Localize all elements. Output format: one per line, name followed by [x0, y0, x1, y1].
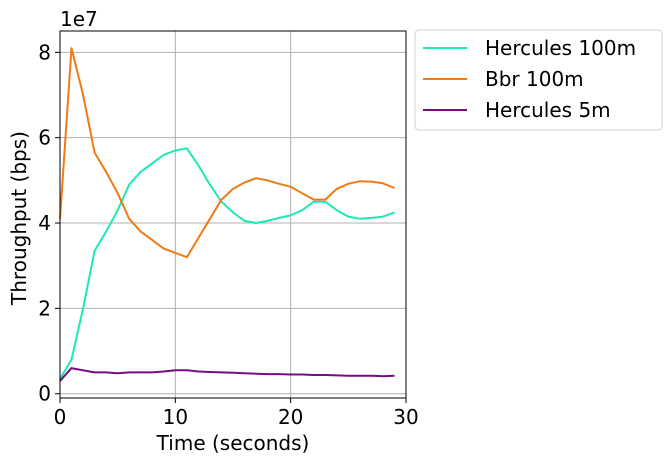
y-tick-label: 2: [38, 296, 51, 320]
legend-label-bbr-100m: Bbr 100m: [485, 67, 584, 91]
x-tick-label: 20: [278, 405, 303, 429]
y-tick-label: 4: [38, 211, 51, 235]
grid-lines: [59, 31, 407, 398]
x-axis-label: Time (seconds): [156, 431, 310, 455]
y-axis-ticks: 0 2 4 6 8: [38, 40, 60, 406]
legend: Hercules 100m Bbr 100m Hercules 5m: [414, 29, 663, 131]
legend-label-hercules-5m: Hercules 5m: [485, 98, 611, 122]
series-lines: [59, 47, 395, 382]
series-line-bbr-100m: [59, 47, 395, 259]
x-tick-label: 10: [163, 405, 188, 429]
x-tick-label: 0: [54, 405, 67, 429]
y-tick-label: 8: [38, 40, 51, 64]
y-tick-label: 6: [38, 126, 51, 150]
y-axis-offset-text: 1e7: [60, 7, 98, 31]
y-tick-label: 0: [38, 382, 51, 406]
legend-label-hercules-100m: Hercules 100m: [485, 36, 636, 60]
x-axis-ticks: 0 10 20 30: [54, 398, 419, 429]
x-tick-label: 30: [393, 405, 418, 429]
plot-frame: [59, 30, 407, 399]
series-line-hercules-5m: [59, 367, 395, 382]
y-axis-label: Throughput (bps): [7, 131, 31, 306]
series-line-hercules-100m: [59, 147, 395, 380]
legend-box: [414, 29, 663, 131]
